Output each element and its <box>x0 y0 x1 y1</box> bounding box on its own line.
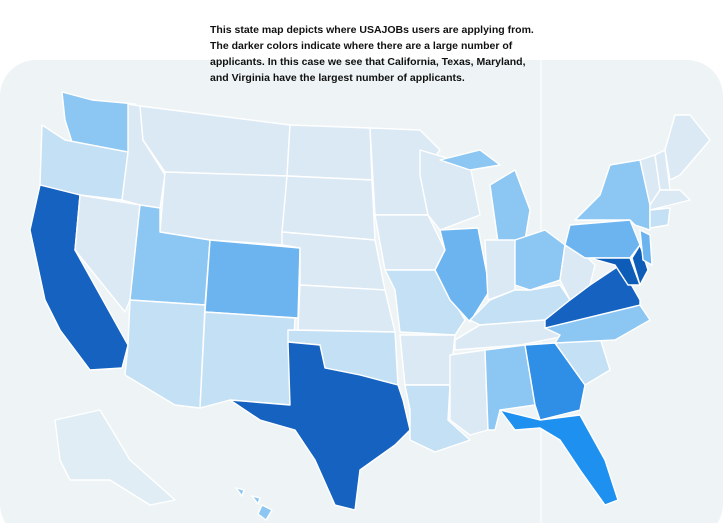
caption-line: The darker colors indicate where there a… <box>210 40 513 52</box>
state <box>399 334 456 386</box>
state <box>649 189 691 211</box>
state <box>449 349 489 436</box>
caption-line: applicants. In this case we see that Cal… <box>210 56 526 68</box>
state <box>124 299 206 409</box>
us-states <box>29 91 711 521</box>
caption-line: and Virginia have the largest number of … <box>210 72 465 84</box>
state <box>589 257 641 286</box>
state <box>434 227 491 323</box>
state <box>664 114 711 181</box>
caption-line: This state map depicts where USAJOBs use… <box>210 24 534 36</box>
state <box>286 124 373 181</box>
state <box>649 207 671 229</box>
state <box>639 229 653 266</box>
state <box>54 409 176 506</box>
state <box>514 229 566 291</box>
state <box>499 409 619 506</box>
state <box>489 169 531 243</box>
state <box>235 487 245 497</box>
state <box>251 495 261 505</box>
state <box>564 219 641 259</box>
state <box>439 149 501 171</box>
state <box>199 311 296 409</box>
state <box>159 171 288 246</box>
state <box>484 239 516 301</box>
state <box>204 239 301 319</box>
state <box>229 341 411 511</box>
state <box>297 284 396 333</box>
state <box>74 194 141 313</box>
caption: This state map depicts where USAJOBs use… <box>210 24 534 84</box>
state <box>257 504 273 521</box>
state <box>281 175 376 241</box>
